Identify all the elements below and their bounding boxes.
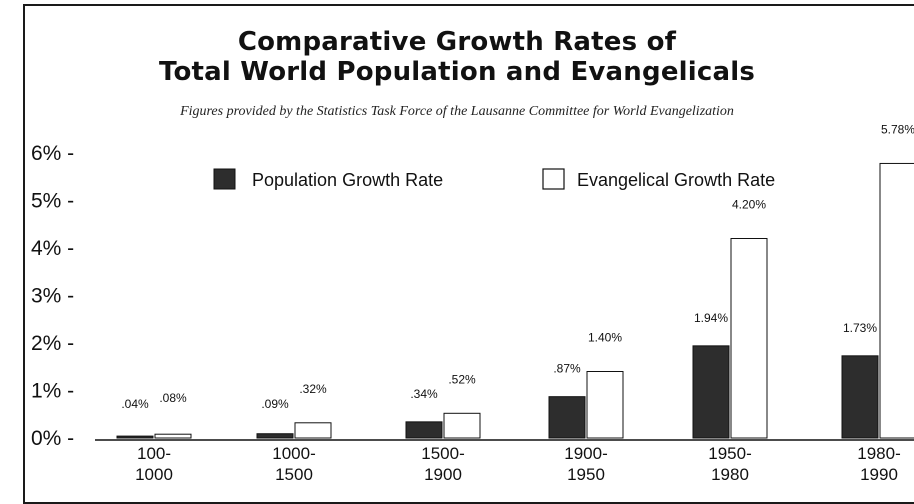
x-tick-label-end: 1990: [860, 465, 898, 484]
bars-group: [116, 162, 914, 439]
evangelical-data-label: .08%: [159, 391, 187, 405]
x-tick-label-end: 1000: [135, 465, 173, 484]
y-axis: 0% - 1% - 2% - 3% - 4% - 5% - 6% -: [31, 142, 74, 450]
y-tick-label: 6% -: [31, 142, 74, 165]
population-data-label: 1.73%: [843, 321, 877, 335]
x-tick-label-end: 1900: [424, 465, 462, 484]
population-bar: [692, 345, 730, 439]
evangelical-data-label: .32%: [299, 382, 327, 396]
x-tick-label-end: 1980: [711, 465, 749, 484]
chart-subtitle: Figures provided by the Statistics Task …: [180, 104, 734, 119]
y-tick-label: 1% -: [31, 380, 74, 403]
legend-swatch-population: [213, 168, 236, 190]
y-tick-label: 0% -: [31, 427, 74, 450]
legend-swatch-evangelical: [542, 168, 565, 190]
population-bar: [841, 355, 879, 439]
x-tick-label-start: 1500-: [421, 444, 464, 463]
evangelical-bar: [154, 433, 192, 439]
y-tick-label: 5% -: [31, 190, 74, 213]
x-tick-label-start: 1950-: [708, 444, 751, 463]
legend-label-population: Population Growth Rate: [252, 170, 443, 190]
legend-label-evangelical: Evangelical Growth Rate: [577, 170, 775, 190]
x-tick-label-start: 1900-: [564, 444, 607, 463]
x-tick-label-end: 1500: [275, 465, 313, 484]
y-tick-label: 4% -: [31, 237, 74, 260]
evangelical-data-label: 5.78%: [881, 122, 914, 136]
population-bar: [405, 421, 443, 439]
y-tick-label: 3% -: [31, 285, 74, 308]
population-data-label: .34%: [410, 387, 438, 401]
population-bar: [256, 433, 294, 439]
x-tick-label-start: 100-: [137, 444, 171, 463]
y-tick-label: 2% -: [31, 332, 74, 355]
evangelical-bar: [586, 371, 624, 439]
legend: Population Growth Rate Evangelical Growt…: [213, 168, 775, 190]
evangelical-bar: [443, 412, 481, 439]
x-tick-label-start: 1980-: [857, 444, 900, 463]
evangelical-data-label: 4.20%: [732, 198, 766, 212]
chart-title-line-1: Comparative Growth Rates of: [237, 27, 677, 57]
population-data-label: .09%: [261, 397, 289, 411]
evangelical-bar: [879, 162, 914, 439]
population-data-label: 1.94%: [694, 311, 728, 325]
evangelical-data-label: 1.40%: [588, 331, 622, 345]
evangelical-bar: [294, 422, 332, 439]
population-bar: [116, 435, 154, 439]
evangelical-data-label: .52%: [448, 372, 476, 386]
data-labels-group: .04% .09% .34% .87% 1.94% 1.73% .08% .32% .52% 1.…: [121, 122, 914, 411]
population-data-label: .87%: [553, 362, 581, 376]
x-tick-label-start: 1000-: [272, 444, 315, 463]
population-data-label: .04%: [121, 397, 149, 411]
evangelical-bar: [730, 238, 768, 439]
x-axis: 100- 1000 1000- 1500 1500- 1900 1900- 1950 1950-…: [135, 444, 901, 484]
x-tick-label-end: 1950: [567, 465, 605, 484]
chart-title-line-2: Total World Population and Evangelicals: [158, 57, 756, 87]
population-bar: [548, 396, 586, 439]
